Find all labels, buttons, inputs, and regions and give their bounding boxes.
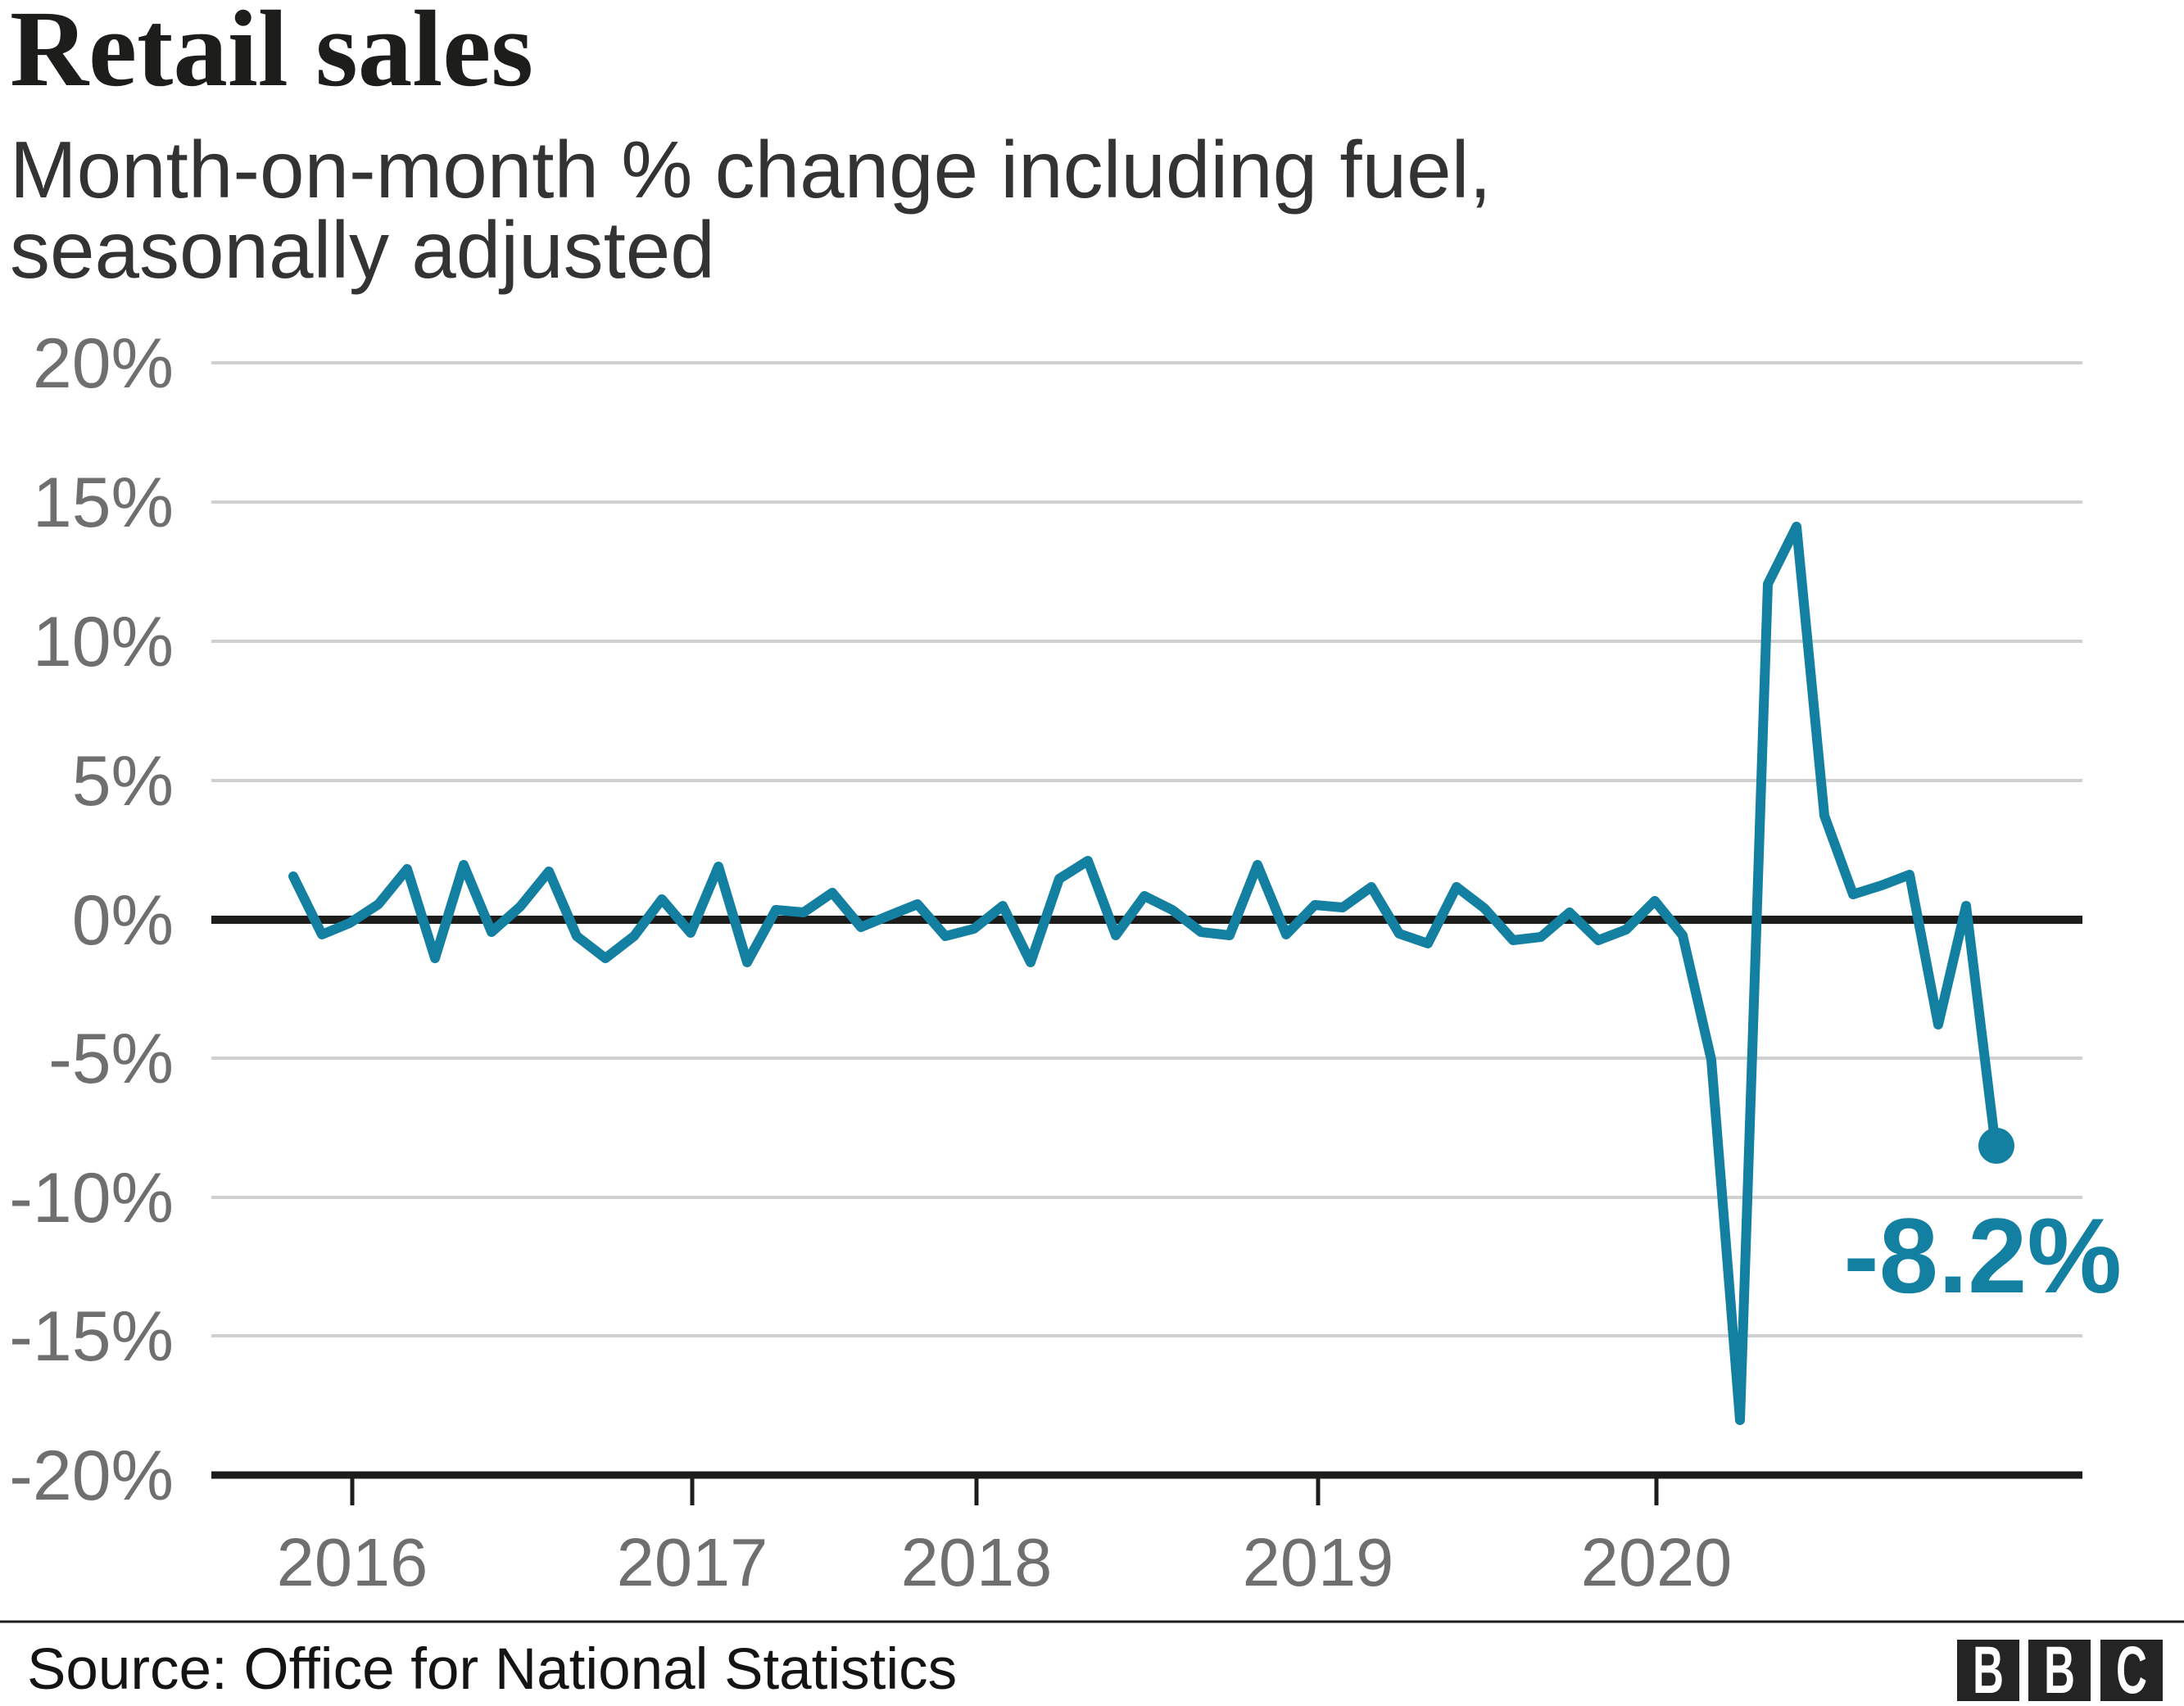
svg-text:B: B xyxy=(2044,1633,2075,1706)
svg-text:Month-on-month % change includ: Month-on-month % change including fuel, xyxy=(10,124,1492,215)
svg-text:C: C xyxy=(2116,1633,2147,1706)
svg-text:2020: 2020 xyxy=(1581,1524,1733,1600)
svg-text:-20%: -20% xyxy=(9,1437,174,1515)
svg-text:-15%: -15% xyxy=(9,1297,174,1376)
svg-text:Retail sales: Retail sales xyxy=(10,0,533,109)
svg-text:-10%: -10% xyxy=(9,1159,174,1238)
svg-text:2017: 2017 xyxy=(617,1524,768,1600)
svg-text:seasonally adjusted: seasonally adjusted xyxy=(10,205,715,295)
svg-text:15%: 15% xyxy=(33,464,174,542)
svg-text:20%: 20% xyxy=(33,324,174,403)
svg-text:B: B xyxy=(1973,1633,2004,1706)
svg-text:5%: 5% xyxy=(72,742,174,821)
svg-text:0%: 0% xyxy=(72,881,174,960)
svg-text:Source: Office for National St: Source: Office for National Statistics xyxy=(27,1637,957,1702)
svg-text:2019: 2019 xyxy=(1243,1524,1394,1600)
svg-text:-8.2%: -8.2% xyxy=(1843,1196,2122,1315)
svg-text:2018: 2018 xyxy=(901,1524,1053,1600)
svg-text:2016: 2016 xyxy=(277,1524,428,1600)
svg-text:10%: 10% xyxy=(33,603,174,681)
svg-text:-5%: -5% xyxy=(48,1020,174,1098)
